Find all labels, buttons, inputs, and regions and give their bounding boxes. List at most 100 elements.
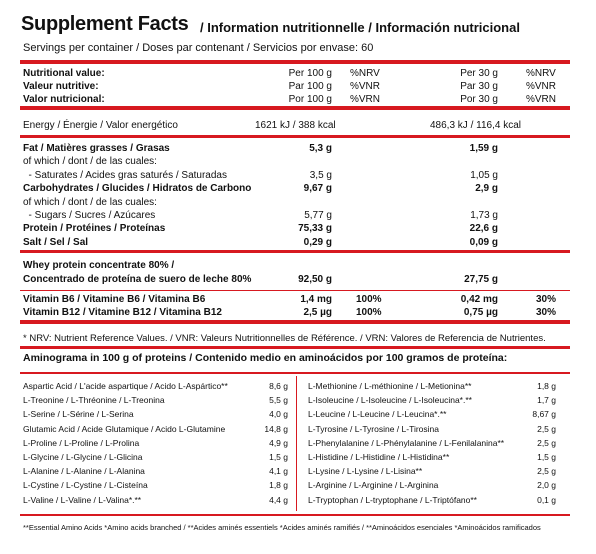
energy-per100: 1621 kJ / 388 kcal	[255, 120, 336, 131]
amino-left-name: L-Alanine / L-Alanine / L-Alanina	[23, 466, 145, 477]
energy-per30: 486,3 kJ / 116,4 kcal	[430, 120, 521, 131]
amino-right-value: 1,5 g	[537, 452, 556, 462]
divider-vitamins	[20, 320, 570, 324]
header-pct30: %VNR	[526, 81, 557, 92]
divider-nutrients	[20, 250, 570, 253]
nutrient-per30: 1,05 g	[470, 169, 498, 181]
amino-left-name: L-Valine / L-Valine / L-Valina*.**	[23, 494, 142, 505]
amino-right-name: L-Tryptophan / L-tryptophane / L-Triptóf…	[308, 494, 477, 505]
amino-left-name: L-Serine / L-Sérine / L-Serina	[23, 409, 134, 420]
amino-right-value: 2,5 g	[537, 423, 556, 434]
amino-left-value: 1,8 g	[269, 480, 288, 491]
header-per100: Par 100 g	[288, 81, 332, 92]
amino-left-name: Aspartic Acid / L'acide aspartique / Aci…	[23, 381, 228, 391]
amino-column-divider	[296, 376, 297, 511]
nutrient-per30: 2,9 g	[475, 183, 498, 195]
vitamin-pct: 100%	[356, 307, 382, 318]
whey-line1: Whey protein concentrate 80% /	[23, 260, 175, 271]
nutrient-label: of which / dont / de las cuales:	[23, 156, 157, 168]
header-per100: Per 100 g	[288, 68, 332, 79]
vitamin-per30: 0,75 µg	[463, 307, 498, 318]
whey-per100: 92,50 g	[298, 274, 332, 285]
amino-title: Aminograma in 100 g of proteins / Conten…	[23, 352, 508, 364]
divider-note	[20, 346, 570, 349]
amino-right-name: L-Isoleucine / L-Isoleucine / L-Isoleuci…	[308, 395, 472, 406]
energy-label: Energy / Énergie / Valor energético	[23, 120, 178, 131]
amino-right-name: L-Histidine / L-Histidine / L-Histidina*…	[308, 452, 450, 462]
nutrient-per30: 1,73 g	[470, 210, 498, 221]
whey-per30: 27,75 g	[464, 274, 498, 285]
header-per30: Por 30 g	[460, 94, 498, 105]
header-pct: %VRN	[350, 94, 381, 105]
amino-right-name: L-Leucine / L-Leucine / L-Leucina*.**	[308, 409, 447, 420]
nrv-note: * NRV: Nutrient Reference Values. / VNR:…	[23, 333, 546, 344]
divider-amino-top	[20, 372, 570, 374]
divider-energy	[20, 135, 570, 138]
title-subtitle: / Information nutritionnelle / Informaci…	[200, 20, 520, 35]
amino-left-value: 4,0 g	[269, 409, 288, 420]
amino-left-value: 4,9 g	[269, 437, 288, 448]
amino-left-name: L-Proline / L-Proline / L-Prolina	[23, 437, 140, 448]
amino-right-value: 2,0 g	[537, 480, 556, 491]
amino-left-name: L-Glycine / L-Glycine / L-Glicina	[23, 452, 143, 462]
vitamin-per30: 0,42 mg	[460, 294, 498, 305]
nutrient-per100: 3,5 g	[309, 169, 332, 181]
amino-right-value: 8,67 g	[532, 409, 556, 420]
vitamin-per100: 1,4 mg	[300, 294, 332, 305]
amino-right-name: L-Lysine / L-Lysine / L-Lisina**	[308, 466, 423, 477]
header-per100: Por 100 g	[288, 94, 332, 105]
nutrient-per100: 9,67 g	[303, 183, 332, 195]
divider-amino-bottom	[20, 514, 570, 516]
nutrient-per100: 5,77 g	[304, 210, 332, 221]
amino-left-value: 14,8 g	[264, 423, 288, 434]
amino-right-name: L-Tyrosine / L-Tyrosine / L-Tirosina	[308, 423, 440, 434]
nutrient-label: Salt / Sel / Sal	[23, 236, 89, 248]
amino-right-value: 0,1 g	[537, 494, 556, 505]
vitamin-pct: 100%	[356, 294, 382, 305]
header-pct: %NRV	[350, 68, 380, 79]
header-label: Nutritional value:	[23, 68, 105, 79]
vitamin-per100: 2,5 µg	[303, 307, 332, 318]
whey-line2: Concentrado de proteína de suero de lech…	[23, 274, 252, 285]
vitamin-label: Vitamin B6 / Vitamine B6 / Vitamina B6	[23, 294, 206, 305]
nutrient-per30: 22,6 g	[469, 223, 498, 235]
title-main: Supplement Facts	[21, 13, 189, 35]
header-pct: %VNR	[350, 81, 381, 92]
amino-left-value: 4,1 g	[269, 466, 288, 477]
divider-whey	[20, 290, 570, 291]
amino-right-value: 2,5 g	[537, 437, 556, 448]
header-pct30: %NRV	[526, 68, 556, 79]
amino-left-name: L-Cystine / L-Cystine / L-Cisteína	[23, 480, 148, 491]
servings-text: Servings per container / Doses par conte…	[23, 42, 374, 54]
footnote: **Essential Amino Acids *Amino acids bra…	[23, 523, 541, 532]
vitamin-pct30: 30%	[536, 307, 557, 318]
nutrient-per30: 1,59 g	[469, 143, 498, 154]
amino-left-name: L-Treonine / L-Thréonine / L-Treonina	[23, 395, 165, 406]
nutrient-label: - Sugars / Sucres / Azúcares	[23, 210, 156, 221]
divider-header	[20, 106, 570, 110]
amino-left-value: 4,4 g	[269, 494, 288, 505]
amino-right-value: 1,8 g	[537, 381, 556, 391]
amino-right-value: 1,7 g	[537, 395, 556, 406]
divider-top	[20, 60, 570, 64]
amino-right-name: L-Arginine / L-Arginine / L-Arginina	[308, 480, 439, 491]
amino-left-name: Glutamic Acid / Acide Glutamique / Acido…	[23, 423, 226, 434]
nutrient-per100: 75,33 g	[298, 223, 332, 235]
nutrient-per30: 0,09 g	[469, 236, 498, 248]
nutrient-label: Protein / Protéines / Proteínas	[23, 223, 166, 235]
vitamin-label: Vitamin B12 / Vitamine B12 / Vitamina B1…	[23, 307, 222, 318]
header-label: Valeur nutritive:	[23, 81, 99, 92]
nutrient-label: Fat / Matières grasses / Grasas	[23, 143, 170, 154]
amino-right-name: L-Methionine / L-méthionine / L-Metionin…	[308, 381, 472, 391]
nutrient-label: - Saturates / Acides gras saturés / Satu…	[23, 169, 227, 181]
amino-right-name: L-Phenylalanine / L-Phénylalanine / L-Fe…	[308, 437, 505, 448]
nutrient-per100: 0,29 g	[303, 236, 332, 248]
nutrient-label: of which / dont / de las cuales:	[23, 196, 157, 208]
header-pct30: %VRN	[526, 94, 557, 105]
amino-right-value: 2,5 g	[537, 466, 556, 477]
header-per30: Par 30 g	[460, 81, 498, 92]
nutrient-label: Carbohydrates / Glucides / Hidratos de C…	[23, 183, 252, 195]
header-per30: Per 30 g	[460, 68, 498, 79]
amino-left-value: 8,6 g	[269, 381, 288, 391]
vitamin-pct30: 30%	[536, 294, 557, 305]
